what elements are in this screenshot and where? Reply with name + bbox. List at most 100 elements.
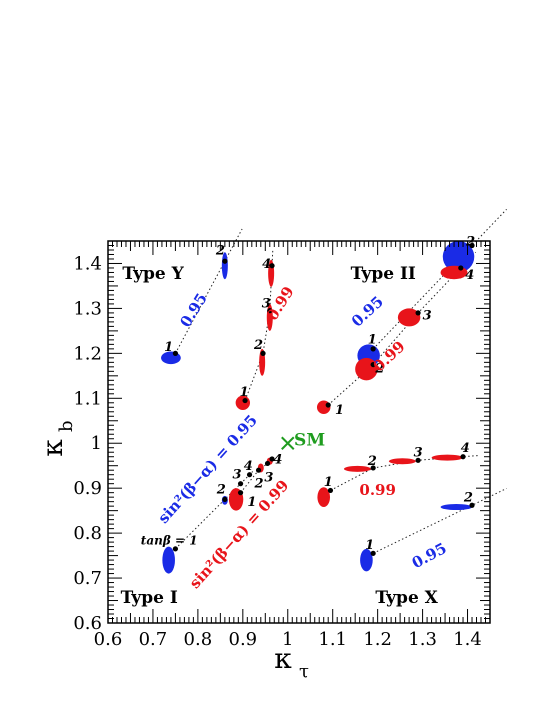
tanb-label: 3: [423, 309, 432, 324]
y-tick-label: 1.4: [73, 253, 102, 274]
plot-frame: [107, 240, 491, 624]
value-099-type-x-group: 0.99: [359, 481, 396, 499]
tanb-point: [370, 361, 376, 368]
tanb-label: 4: [273, 452, 282, 467]
scatter-blob: [317, 487, 331, 508]
tanb-point: [246, 472, 253, 478]
y-tick-label: 1.3: [73, 298, 102, 319]
tanb-label: 2: [253, 338, 263, 353]
x-tick-label: 0.7: [139, 629, 168, 650]
sm-label: SM: [294, 430, 325, 450]
tanb-points: [172, 242, 475, 556]
tanb-label: 4: [262, 257, 271, 272]
y-axis-label: κb: [36, 420, 77, 456]
scatter-blobs: [161, 240, 475, 574]
x-axis-label-sub: τ: [299, 661, 309, 682]
tanb-point: [172, 350, 179, 356]
tanb-label: 4: [244, 459, 253, 474]
tanb-point: [415, 310, 421, 316]
y-tick-label: 0.7: [73, 568, 102, 589]
value-095-type-x: 0.95: [409, 539, 450, 572]
tanb-label: 2: [374, 362, 384, 377]
y-tick-label: 1.2: [73, 343, 102, 364]
x-tick-label: 1.4: [453, 629, 482, 650]
tanb-point: [415, 457, 421, 463]
tanb-label: 1: [240, 385, 249, 400]
tanb-point: [222, 258, 228, 264]
tanb-point: [325, 402, 331, 408]
tanb-point: [242, 397, 248, 404]
tanb-point: [269, 263, 275, 269]
y-tick-label: 1: [91, 433, 102, 454]
axes: 0.6 0.7 0.8 0.9 1 1.1 1.2 1.3 1.4 0.6 0.7 0.8 0.9 1 1.…: [36, 240, 491, 682]
value-095-type-ii: 0.95: [348, 292, 387, 330]
x-tick-label: 0.8: [184, 629, 213, 650]
y-axis-label-main: κ: [36, 439, 69, 457]
x-axis-label: κ: [274, 642, 292, 675]
tanb-point: [260, 350, 266, 356]
x-tick-label: 1.3: [408, 629, 437, 650]
type-y-label: Type Y: [122, 264, 184, 284]
tanb-point: [370, 346, 376, 352]
dotted-path: [372, 487, 507, 554]
tanb-label: 2: [254, 476, 264, 491]
y-tick-label: 0.8: [73, 523, 102, 544]
scatter-blob: [162, 546, 175, 574]
tanb-label: 2: [367, 454, 377, 469]
x-tick-label: 1.1: [318, 629, 347, 650]
scatter-blob: [397, 308, 421, 327]
dotted-path: [330, 455, 479, 491]
y-tick-label: 1.1: [73, 388, 102, 409]
x-tick-label: 1.2: [363, 629, 392, 650]
dotted-path: [174, 228, 243, 354]
y-axis-label-sub: b: [56, 420, 77, 432]
tanb-label: 1: [164, 340, 173, 355]
value-095-type-x-group: 0.95: [409, 539, 450, 572]
tanb-label: 1: [324, 475, 333, 490]
x-tick-label: 0.9: [229, 629, 258, 650]
tanb-point: [264, 460, 271, 467]
tanb-point: [237, 481, 244, 487]
tanb-point: [172, 546, 179, 552]
tanb-point: [222, 496, 228, 503]
type-x-label: Type X: [375, 588, 438, 608]
scatter-blob: [388, 458, 416, 465]
sm-marker: [281, 436, 295, 450]
tanb-point: [458, 265, 464, 271]
tanb-point: [327, 487, 334, 494]
tanb-label: tanβ = 1: [141, 533, 198, 547]
tanb-label: 3: [232, 467, 241, 482]
tanb-label: 1: [368, 332, 377, 347]
type-ii-label: Type II: [351, 264, 416, 284]
y-tick-label: 0.9: [73, 478, 102, 499]
tanb-label: 4: [465, 268, 474, 283]
value-099-type-x: 0.99: [359, 481, 396, 499]
tanb-point: [237, 490, 244, 496]
tanb-label: 4: [461, 441, 470, 456]
scatter-blob: [440, 265, 468, 280]
scatter-blob: [221, 252, 228, 280]
x-tick-label: 1: [282, 629, 293, 650]
tanb-point: [255, 467, 262, 473]
scatter-blob: [360, 548, 373, 572]
scatter-blob: [442, 240, 475, 273]
tanb-point: [460, 454, 466, 460]
tanb-label: 2: [465, 234, 475, 249]
tanb-point: [469, 502, 475, 508]
scatter-blob: [440, 504, 473, 511]
tanb-label: 2: [216, 483, 226, 498]
tanb-label: 3: [264, 470, 273, 485]
tanb-point: [267, 308, 273, 314]
value-095-type-ii-group: 0.95: [348, 292, 387, 330]
tanb-label: 1: [365, 538, 374, 553]
y-tick-label: 0.6: [73, 613, 102, 634]
dotted-path: [372, 208, 507, 350]
tanb-label: 3: [414, 446, 423, 461]
x-tick-label: 0.6: [94, 629, 123, 650]
tanb-point: [370, 465, 376, 471]
tanb-label: 1: [335, 403, 344, 418]
scatter-blob: [343, 465, 371, 472]
type-i-label: Type I: [121, 588, 178, 608]
